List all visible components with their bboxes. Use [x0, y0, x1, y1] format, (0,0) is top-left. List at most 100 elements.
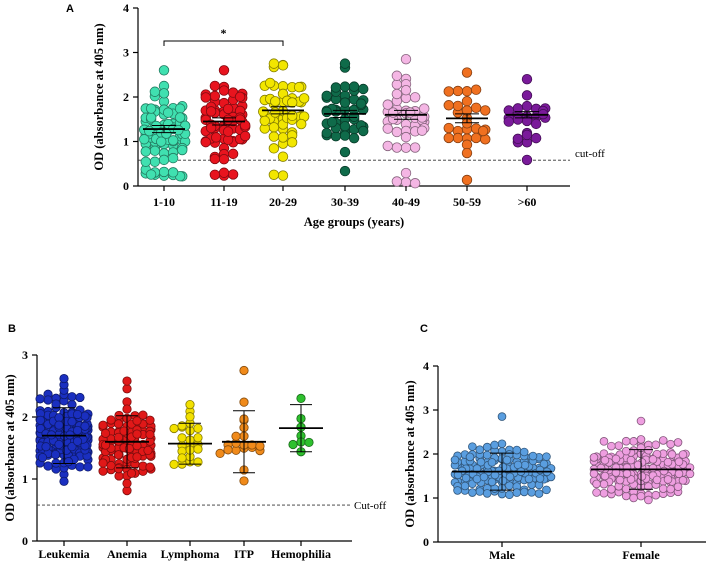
data-point — [339, 81, 351, 92]
data-point — [391, 70, 403, 81]
data-point — [475, 487, 485, 496]
data-point — [167, 152, 179, 164]
data-point — [193, 433, 203, 443]
y-tick-label: 0 — [423, 535, 429, 549]
data-point — [382, 123, 393, 134]
data-point — [480, 105, 491, 116]
data-point — [355, 98, 367, 109]
data-point — [622, 469, 632, 478]
x-tick-label: Male — [489, 548, 516, 562]
data-point — [636, 416, 646, 426]
series-c-male — [450, 412, 556, 500]
significance-bracket — [163, 40, 284, 46]
data-point — [452, 85, 464, 97]
data-point — [239, 397, 249, 407]
data-point — [149, 156, 161, 167]
data-point — [461, 147, 473, 159]
data-point — [599, 437, 609, 446]
cutoff-label-b: Cut-off — [354, 500, 387, 512]
data-point — [72, 436, 83, 446]
data-point — [512, 114, 524, 125]
data-point — [145, 103, 157, 114]
data-point — [277, 151, 289, 162]
data-point — [652, 475, 662, 485]
data-point — [539, 459, 549, 469]
series-b-leukemia — [35, 373, 93, 486]
data-point — [468, 442, 477, 451]
data-point — [185, 412, 195, 422]
data-point — [621, 436, 631, 446]
data-point — [339, 165, 351, 177]
data-point — [268, 58, 280, 69]
data-point — [599, 488, 609, 498]
data-point — [167, 167, 179, 178]
data-point — [512, 488, 522, 497]
y-tick-label: 3 — [123, 46, 129, 60]
data-point — [144, 125, 155, 137]
data-point — [391, 88, 403, 100]
data-point — [527, 488, 536, 497]
data-point — [43, 395, 53, 405]
y-tick-label: 1 — [123, 135, 129, 149]
data-point — [277, 170, 289, 181]
data-point — [138, 410, 148, 420]
x-tick-label: 11-19 — [210, 195, 237, 209]
data-point — [674, 457, 684, 467]
data-point — [106, 415, 116, 425]
data-point — [400, 131, 412, 143]
data-point — [637, 472, 647, 481]
data-point — [505, 490, 514, 500]
data-point — [277, 132, 289, 143]
panel-b: B 0 1 2 3 OD (absorbance at 405 nm) Cut-off Leu… — [3, 323, 387, 561]
data-point — [621, 484, 631, 494]
data-point — [600, 455, 610, 465]
data-point — [651, 490, 661, 500]
data-point — [443, 132, 454, 144]
series-a-20-29 — [258, 58, 310, 181]
data-point — [100, 428, 111, 438]
data-point — [193, 444, 203, 454]
x-tick-label: 30-39 — [331, 195, 359, 209]
data-point — [400, 53, 412, 65]
data-point — [41, 442, 51, 452]
data-point — [629, 493, 638, 503]
data-point — [239, 365, 249, 376]
y-tick-label: 0 — [22, 534, 28, 548]
data-point — [227, 148, 239, 160]
data-point — [75, 462, 85, 472]
data-point — [287, 97, 298, 108]
data-point — [482, 489, 492, 498]
data-point — [512, 445, 522, 455]
data-point — [497, 439, 507, 449]
data-point — [339, 146, 351, 158]
data-point — [174, 112, 186, 123]
data-point — [673, 438, 683, 447]
data-point — [119, 426, 129, 436]
data-point — [223, 445, 233, 455]
data-point — [503, 105, 514, 116]
data-point — [67, 392, 77, 402]
data-point — [286, 137, 298, 148]
data-point — [521, 73, 533, 85]
data-point — [534, 489, 544, 498]
series-a-50-59 — [443, 67, 491, 186]
data-point — [100, 440, 111, 450]
data-point — [636, 491, 646, 501]
data-point — [542, 485, 551, 495]
data-point — [644, 495, 653, 505]
data-point — [185, 399, 195, 410]
y-tick-label: 2 — [22, 410, 28, 424]
series-c-female — [589, 416, 695, 505]
y-tick-label: 1 — [423, 491, 429, 505]
data-point — [54, 439, 64, 450]
panel-label-b: B — [8, 323, 16, 335]
x-tick-label: 40-49 — [392, 195, 420, 209]
data-point — [530, 118, 542, 130]
data-point — [174, 103, 186, 114]
data-point — [143, 445, 153, 456]
y-tick-label: 4 — [423, 359, 429, 373]
series-b-anemia — [98, 376, 156, 496]
data-point — [209, 80, 221, 92]
data-point — [288, 439, 298, 450]
data-point — [122, 478, 132, 489]
